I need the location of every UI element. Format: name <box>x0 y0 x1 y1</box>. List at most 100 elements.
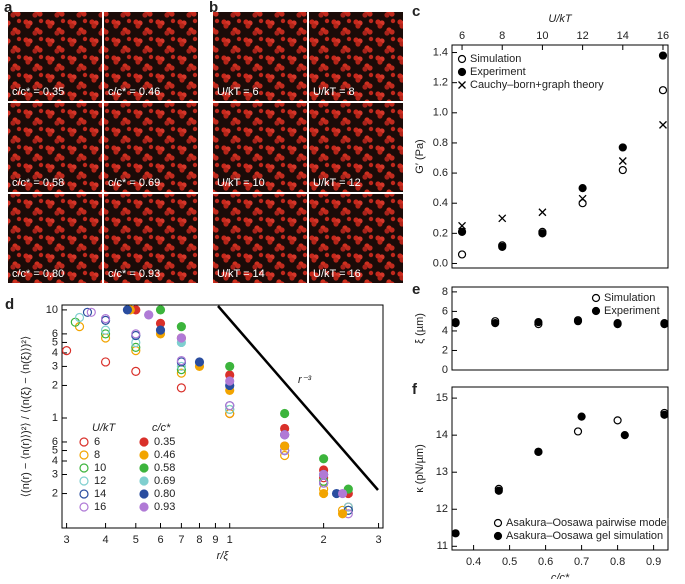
micrograph <box>8 194 102 283</box>
y-tick-label: 15 <box>436 392 448 404</box>
legend-label: 8 <box>94 449 100 461</box>
image-label: U/kT = 8 <box>313 86 355 98</box>
legend-label: Cauchy–born+graph theory <box>470 79 604 91</box>
y-tick-label: 5 <box>52 444 58 456</box>
marker <box>577 412 586 421</box>
marker <box>319 488 329 499</box>
legend-label: Asakura–Oosawa gel simulation <box>506 530 663 542</box>
marker <box>337 509 348 519</box>
y-tick-label: 0.2 <box>433 227 448 239</box>
legend-label: 16 <box>94 501 106 513</box>
x-tick-label: 8 <box>499 30 505 42</box>
marker <box>122 305 133 315</box>
y-axis-label: G′ (Pa) <box>414 139 426 173</box>
image-label: U/kT = 6 <box>217 86 259 98</box>
legend-marker <box>591 293 601 303</box>
legend-label: 0.35 <box>154 436 175 448</box>
y-tick-label: 4 <box>442 325 448 337</box>
y-tick-label: 2 <box>52 487 58 499</box>
marker <box>100 314 111 324</box>
y-tick-label: 6 <box>52 328 58 340</box>
marker <box>491 319 500 328</box>
marker <box>61 346 72 356</box>
legend-marker <box>139 463 149 473</box>
marker <box>319 469 329 480</box>
marker <box>578 194 587 203</box>
annotation: r⁻³ <box>298 374 311 386</box>
marker <box>176 368 186 378</box>
marker <box>155 325 166 335</box>
marker <box>573 317 583 326</box>
marker <box>498 242 507 252</box>
y-tick-label: 4 <box>52 347 58 359</box>
panel-label: d <box>5 296 14 313</box>
panel-label: c <box>412 3 420 20</box>
legend-marker <box>139 450 149 460</box>
image-label: c/c* = 0.80 <box>12 268 64 280</box>
marker <box>280 441 290 451</box>
y-tick-label: 6 <box>52 436 58 448</box>
legend-marker <box>457 67 467 77</box>
legend-marker <box>591 306 601 316</box>
image-label: c/c* = 0.46 <box>108 86 160 98</box>
marker <box>225 376 235 386</box>
micrograph <box>213 103 307 192</box>
legend-marker <box>139 476 149 486</box>
y-tick-label: 2 <box>442 344 448 356</box>
marker <box>280 408 290 419</box>
x-tick-label: 16 <box>657 30 669 42</box>
image-label: c/c* = 0.93 <box>108 268 160 280</box>
y-tick-label: 2 <box>52 379 58 391</box>
marker <box>457 250 467 259</box>
marker <box>658 86 668 95</box>
x-tick-label: 9 <box>212 534 218 546</box>
marker <box>458 221 467 230</box>
legend-marker <box>79 437 89 447</box>
y-tick-label: 13 <box>436 466 448 478</box>
marker <box>618 143 627 152</box>
y-tick-label: 0 <box>442 364 448 376</box>
marker <box>74 312 85 323</box>
panel-label: b <box>209 0 218 16</box>
marker <box>194 357 205 367</box>
legend-marker <box>79 450 89 460</box>
x-tick-label: 12 <box>576 30 588 42</box>
marker <box>86 307 96 317</box>
marker <box>225 404 235 415</box>
marker <box>534 318 543 327</box>
panel-label: f <box>412 381 418 398</box>
marker <box>131 329 141 339</box>
marker <box>613 320 622 329</box>
y-tick-label: 14 <box>436 429 448 441</box>
micrograph <box>8 103 102 192</box>
marker <box>613 416 622 425</box>
legend-label: Simulation <box>470 53 521 65</box>
x-tick-label: 0.7 <box>574 556 589 568</box>
marker <box>319 454 329 464</box>
micrograph <box>104 12 198 101</box>
marker <box>618 165 627 175</box>
legend-label: 0.69 <box>154 475 175 487</box>
plot-frame <box>451 286 669 371</box>
x-tick-label: 5 <box>133 534 139 546</box>
micrograph <box>309 103 403 192</box>
x-tick-label: 6 <box>459 30 465 42</box>
legend-label: 12 <box>94 475 106 487</box>
legend-label: 10 <box>94 462 106 474</box>
plot-frame <box>451 386 669 551</box>
x-tick-label: 14 <box>617 30 629 42</box>
marker <box>225 401 235 411</box>
y-tick-label: 0.4 <box>433 197 448 209</box>
image-label: U/kT = 12 <box>313 177 361 189</box>
marker <box>343 502 353 512</box>
marker <box>176 322 186 332</box>
legend-marker <box>79 476 89 486</box>
legend-label: 0.93 <box>154 501 175 513</box>
y-axis-label: κ (pN/µm) <box>414 444 426 493</box>
x-axis-label: c/c* <box>551 572 570 579</box>
micrograph <box>8 12 102 101</box>
legend-marker <box>458 81 466 89</box>
y-tick-label: 1.4 <box>433 46 448 58</box>
legend-marker <box>493 518 503 528</box>
legend-label: 14 <box>94 488 106 500</box>
